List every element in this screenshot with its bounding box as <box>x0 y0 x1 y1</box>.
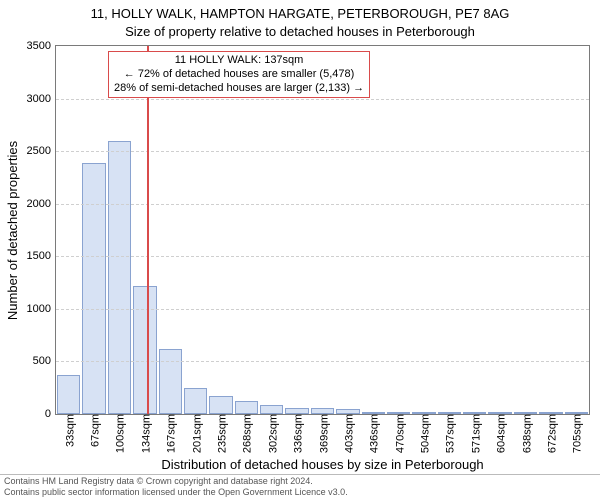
footer-line-2: Contains public sector information licen… <box>4 487 596 497</box>
x-tick-label: 504sqm <box>417 414 432 453</box>
x-tick-label: 167sqm <box>163 414 178 453</box>
grid-line <box>56 204 589 205</box>
y-tick-label: 1500 <box>27 250 56 262</box>
x-tick-label: 638sqm <box>518 414 533 453</box>
callout-line: 28% of semi-detached houses are larger (… <box>114 82 364 96</box>
plot-area: 050010001500200025003000350033sqm67sqm10… <box>55 45 590 415</box>
y-tick-label: 1000 <box>27 303 56 315</box>
x-tick-label: 134sqm <box>137 414 152 453</box>
x-tick-label: 403sqm <box>340 414 355 453</box>
bars-layer <box>56 46 589 414</box>
x-tick-label: 336sqm <box>290 414 305 453</box>
histogram-bar <box>57 375 80 414</box>
y-axis-label: Number of detached properties <box>6 45 20 415</box>
histogram-bar <box>108 141 131 414</box>
x-tick-label: 436sqm <box>366 414 381 453</box>
x-tick-label: 235sqm <box>213 414 228 453</box>
histogram-bar <box>133 286 156 414</box>
x-tick-label: 268sqm <box>239 414 254 453</box>
grid-line <box>56 151 589 152</box>
histogram-bar <box>184 388 207 414</box>
x-tick-label: 571sqm <box>467 414 482 453</box>
callout-line: ← 72% of detached houses are smaller (5,… <box>114 68 364 82</box>
x-tick-label: 201sqm <box>188 414 203 453</box>
histogram-bar <box>235 401 258 414</box>
grid-line <box>56 99 589 100</box>
x-tick-label: 470sqm <box>391 414 406 453</box>
x-tick-label: 67sqm <box>87 414 102 447</box>
x-tick-label: 33sqm <box>61 414 76 447</box>
chart-title-2: Size of property relative to detached ho… <box>0 24 600 39</box>
y-tick-label: 2500 <box>27 145 56 157</box>
histogram-bar <box>209 396 232 414</box>
x-tick-label: 302sqm <box>264 414 279 453</box>
x-tick-label: 537sqm <box>442 414 457 453</box>
grid-line <box>56 361 589 362</box>
histogram-bar <box>82 163 105 414</box>
footer-attribution: Contains HM Land Registry data © Crown c… <box>0 474 600 500</box>
chart-title-1: 11, HOLLY WALK, HAMPTON HARGATE, PETERBO… <box>0 6 600 21</box>
y-tick-label: 3000 <box>27 93 56 105</box>
y-tick-label: 500 <box>33 355 56 367</box>
x-tick-label: 705sqm <box>569 414 584 453</box>
x-axis-label: Distribution of detached houses by size … <box>55 457 590 472</box>
histogram-bar <box>159 349 182 414</box>
y-tick-label: 0 <box>45 408 56 420</box>
x-tick-label: 369sqm <box>315 414 330 453</box>
reference-line <box>147 46 149 414</box>
grid-line <box>56 256 589 257</box>
callout-line: 11 HOLLY WALK: 137sqm <box>114 54 364 68</box>
x-tick-label: 604sqm <box>493 414 508 453</box>
grid-line <box>56 309 589 310</box>
x-tick-label: 672sqm <box>543 414 558 453</box>
footer-line-1: Contains HM Land Registry data © Crown c… <box>4 476 596 486</box>
y-tick-label: 3500 <box>27 40 56 52</box>
x-tick-label: 100sqm <box>112 414 127 453</box>
histogram-bar <box>260 405 283 414</box>
y-tick-label: 2000 <box>27 198 56 210</box>
callout-box: 11 HOLLY WALK: 137sqm← 72% of detached h… <box>108 51 370 98</box>
